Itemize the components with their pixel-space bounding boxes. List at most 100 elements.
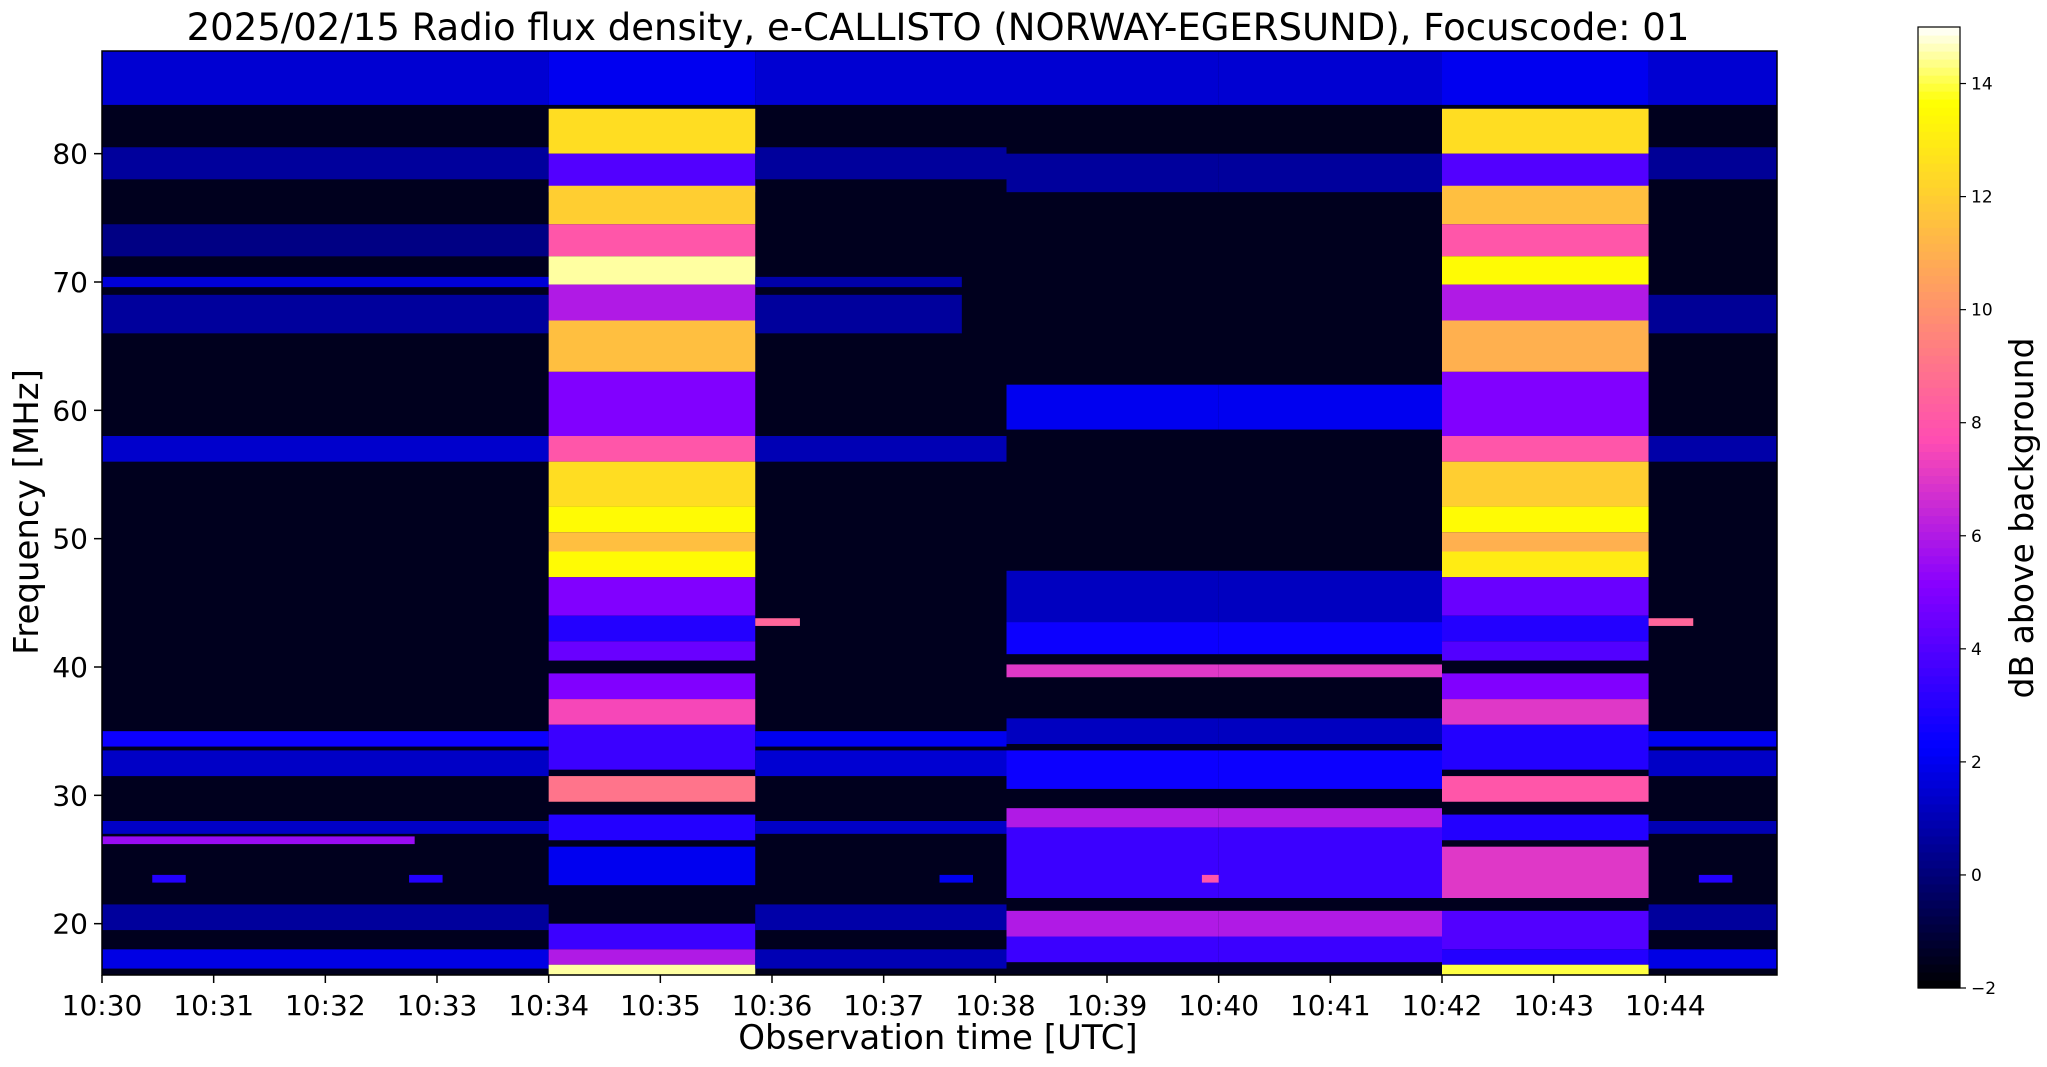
spectrogram-band-s8-b5 — [1648, 750, 1777, 777]
spectrogram-band-s1-b20 — [548, 776, 756, 802]
spectrogram-band-s8-b1 — [1648, 147, 1777, 180]
spectrogram-band-s5-b5 — [1218, 664, 1442, 678]
spectrogram-band-s6-b14 — [1442, 577, 1649, 616]
colorbar-step — [1918, 435, 1960, 445]
spectrogram-band-s6-b21 — [1442, 814, 1649, 841]
spectrogram-band-s8-b9 — [1648, 949, 1777, 969]
colorbar-step — [1918, 979, 1960, 989]
y-tick-label: 80 — [52, 138, 88, 171]
colorbar-step — [1918, 739, 1960, 749]
colorbar-step — [1918, 643, 1960, 653]
colorbar-step — [1918, 307, 1960, 316]
spectrogram-band-s6-b15 — [1442, 615, 1649, 642]
spectrogram-band-s1-b19 — [548, 724, 756, 770]
colorbar-step — [1918, 179, 1960, 188]
colorbar-step — [1918, 99, 1960, 108]
spectrogram-band-s5-b11 — [1218, 936, 1442, 963]
colorbar-step — [1918, 915, 1960, 925]
spectrogram-band-s1-b13 — [548, 551, 756, 578]
colorbar — [1917, 26, 1961, 989]
colorbar-step — [1918, 339, 1960, 348]
spectrogram-band-s1-b0 — [548, 51, 756, 105]
colorbar-step — [1918, 851, 1960, 861]
spectrogram-band-s1-b12 — [548, 532, 756, 552]
spectrogram-band-s4-b5 — [1006, 664, 1219, 678]
y-tick-label: 50 — [52, 523, 88, 556]
spectrogram-band-s0-b6 — [102, 731, 549, 747]
colorbar-step — [1918, 355, 1960, 364]
colorbar-step — [1918, 859, 1960, 869]
spectrogram-band-s3-b5 — [755, 731, 1007, 747]
spectrogram-band-s6-b20 — [1442, 776, 1649, 802]
colorbar-step — [1918, 35, 1960, 44]
spectrogram-band-s0-b9 — [102, 836, 415, 845]
spectrogram-band-s3-b0 — [755, 51, 1007, 105]
spectrogram-band-s6-b8 — [1442, 371, 1649, 436]
spectrogram-band-s6-b3 — [1442, 185, 1649, 225]
colorbar-step — [1918, 499, 1960, 509]
colorbar-step — [1918, 363, 1960, 372]
colorbar-step — [1918, 971, 1960, 981]
colorbar-step — [1918, 283, 1960, 292]
spectrogram-band-s4-b2 — [1006, 384, 1219, 430]
spectrogram-band-s5-b1 — [1218, 153, 1442, 193]
y-axis: 20 30 40 50 60 70 80 — [52, 138, 102, 941]
x-tick-label: 10:30 — [62, 989, 143, 1022]
spectrogram-band-s4-b0 — [1006, 51, 1219, 105]
spectrogram-band-s0-b0 — [102, 51, 549, 105]
spectrogram-band-s1-b11 — [548, 506, 756, 533]
spectrogram-band-s5-b2 — [1218, 384, 1442, 430]
colorbar-step — [1918, 203, 1960, 212]
spectrogram-band-s6-b17 — [1442, 673, 1649, 700]
colorbar-step — [1918, 67, 1960, 76]
spectrogram-band-s6-b9 — [1442, 436, 1649, 462]
colorbar-step — [1918, 163, 1960, 172]
spectrogram-band-s4-b4 — [1006, 622, 1219, 655]
colorbar-step — [1918, 515, 1960, 525]
spectrogram-band-s6-b18 — [1442, 699, 1649, 725]
spectrogram-band-s6-b10 — [1442, 461, 1649, 507]
spectrogram-band-s1-b10 — [548, 461, 756, 507]
colorbar-tick-label: 10 — [1971, 301, 1993, 321]
x-tick-label: 10:38 — [955, 989, 1036, 1022]
colorbar-step — [1918, 227, 1960, 236]
spectrogram-band-s8-b3 — [1648, 436, 1777, 462]
x-tick-label: 10:42 — [1402, 989, 1483, 1022]
spectrogram-band-s1-b3 — [548, 185, 756, 225]
spectrogram-band-s6-b11 — [1442, 506, 1649, 533]
spectrogram-band-s6-b13 — [1442, 551, 1649, 578]
spectrogram-band-s5-b7 — [1218, 750, 1442, 789]
spectrogram-band-s0-b2 — [102, 224, 549, 257]
colorbar-step — [1918, 427, 1960, 437]
spectrogram-band-s6-b12 — [1442, 532, 1649, 552]
colorbar-step — [1918, 771, 1960, 781]
spectrogram-band-s1-b21 — [548, 814, 756, 841]
colorbar-step — [1918, 651, 1960, 661]
spectrogram-band-s5-b3 — [1218, 570, 1442, 623]
colorbar-step — [1918, 755, 1960, 765]
y-tick-label: 30 — [52, 779, 88, 812]
spectrogram-band-s1-b22 — [548, 846, 756, 886]
spectrogram-plot-area — [102, 51, 1777, 975]
colorbar-step — [1918, 675, 1960, 685]
colorbar-step — [1918, 51, 1960, 60]
colorbar-tick-label: 0 — [1971, 866, 1982, 886]
colorbar-step — [1918, 531, 1960, 541]
spectrogram-band-s0-b3 — [102, 276, 549, 288]
spectrogram-band-s3-b1 — [755, 147, 1007, 180]
spectrogram-band-s6-b24 — [1442, 949, 1649, 965]
spectrogram-band-s6-b25 — [1442, 964, 1649, 975]
colorbar-step — [1918, 555, 1960, 565]
spectrogram-band-s1-b7 — [548, 320, 756, 372]
x-tick-label: 10:41 — [1290, 989, 1371, 1022]
spectrogram-band-s5-b4 — [1218, 622, 1442, 655]
colorbar-step — [1918, 115, 1960, 124]
spectrogram-band-s3-b8 — [939, 874, 973, 883]
colorbar-axis: −2 0 2 4 6 8 10 12 14 — [1960, 75, 1996, 999]
spectrogram-band-s0-b4 — [102, 294, 549, 334]
y-tick-label: 20 — [52, 908, 88, 941]
colorbar-step — [1918, 931, 1960, 941]
colorbar-step — [1918, 571, 1960, 581]
colorbar-step — [1918, 827, 1960, 837]
spectrogram-band-s0-b7 — [102, 750, 549, 777]
